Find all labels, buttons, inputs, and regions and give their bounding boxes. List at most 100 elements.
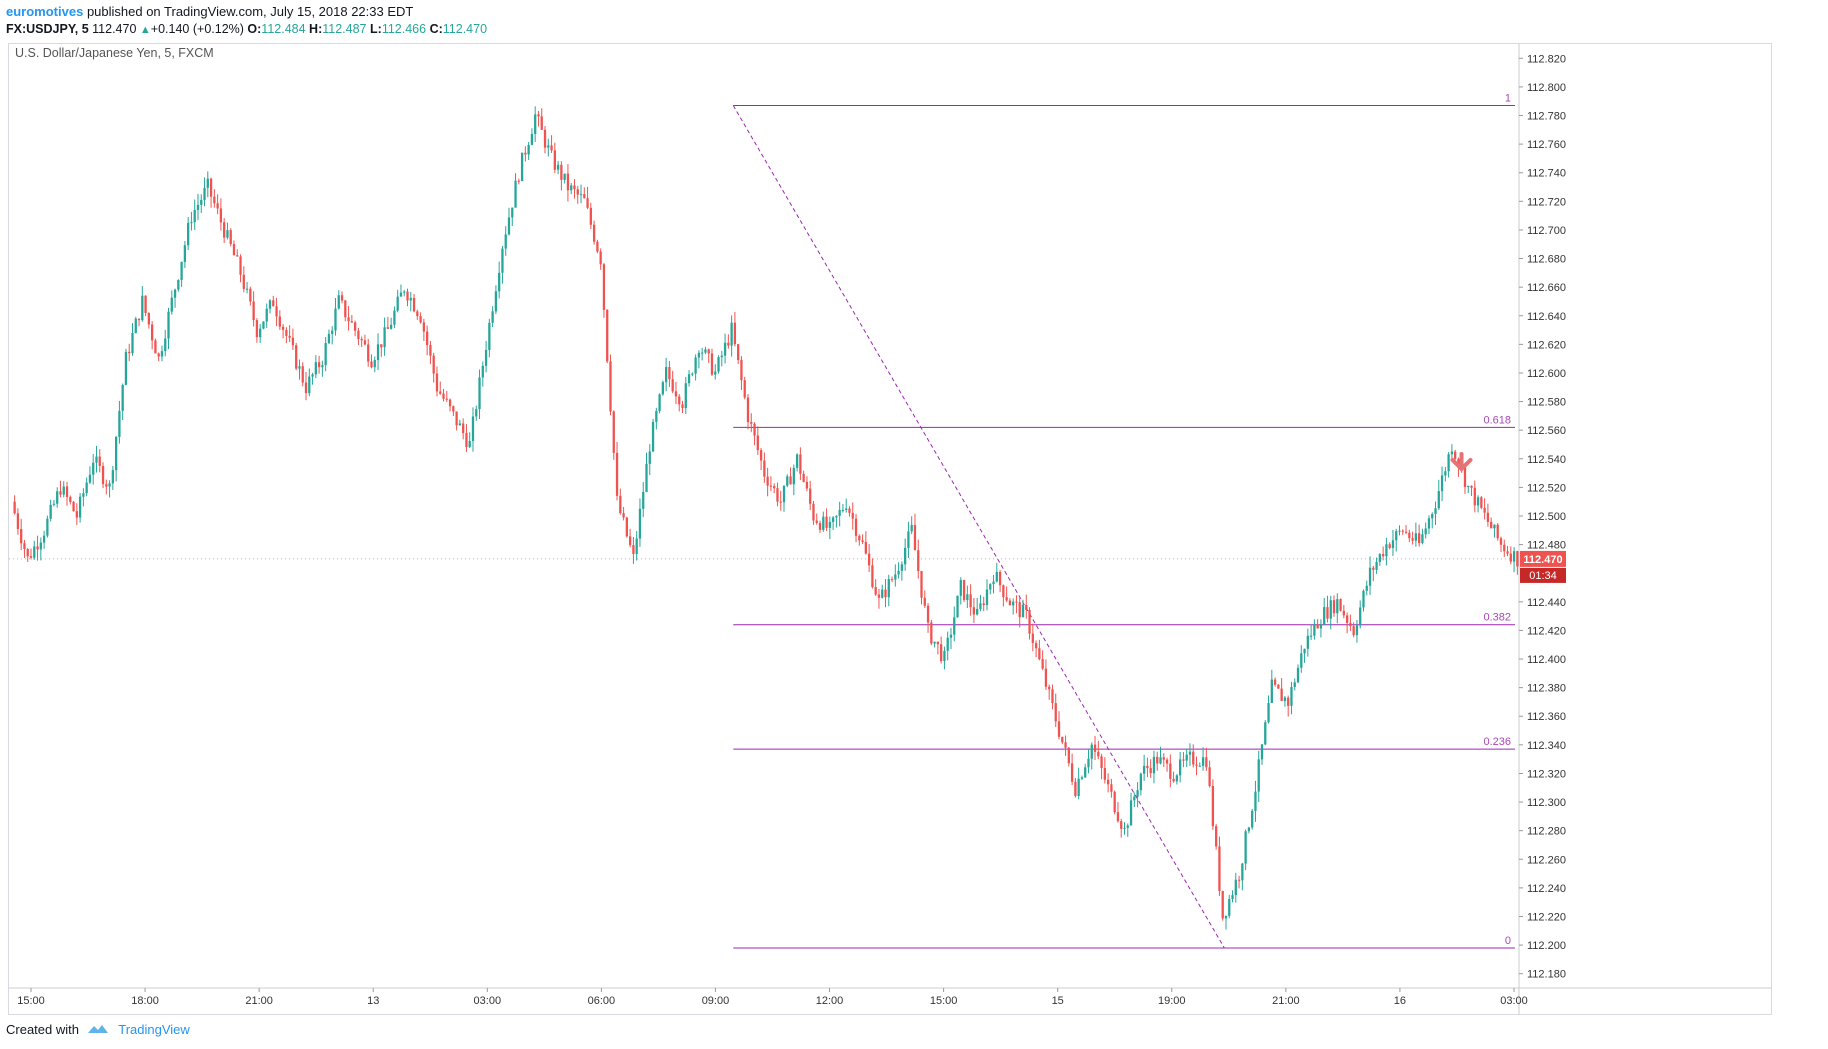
open-value: 112.484 xyxy=(261,22,306,36)
candle-body xyxy=(1372,567,1375,570)
candle-body xyxy=(350,321,353,323)
candle-body xyxy=(101,465,105,485)
candle-body xyxy=(1277,684,1280,689)
candle-body xyxy=(304,382,308,394)
candle-body xyxy=(144,295,147,313)
author-link[interactable]: euromotives xyxy=(6,4,84,19)
candle-body xyxy=(1247,827,1251,832)
candle-body xyxy=(848,508,851,513)
chart-title: U.S. Dollar/Japanese Yen, 5, FXCM xyxy=(15,46,214,60)
y-tick-label: 112.380 xyxy=(1527,683,1566,695)
countdown-label: 01:34 xyxy=(1529,570,1557,582)
candle-body xyxy=(674,391,678,397)
candle-body xyxy=(1483,507,1486,513)
candle-body xyxy=(714,371,717,375)
candle-body xyxy=(737,344,740,361)
candle-body xyxy=(1398,530,1401,532)
candle-body xyxy=(1031,633,1034,644)
fib-retracement[interactable]: 1 0.618 0.382 0.236 0 xyxy=(732,93,1515,949)
candle-body xyxy=(363,340,367,345)
candle-body xyxy=(157,353,160,357)
candle-body xyxy=(1404,531,1408,533)
candle-body xyxy=(1503,544,1506,552)
candle-body xyxy=(442,393,445,399)
candle-body xyxy=(1408,532,1411,539)
candles xyxy=(13,106,1519,930)
candle-body xyxy=(1231,895,1234,900)
candle-body xyxy=(1139,773,1143,791)
candle-body xyxy=(750,422,753,424)
candle-body xyxy=(206,178,209,188)
candle-body xyxy=(959,580,962,596)
candle-body xyxy=(432,355,435,374)
candle-body xyxy=(229,230,232,245)
chart-frame[interactable]: 1 0.618 0.382 0.236 0 112.820 112.800 112.780 1… xyxy=(8,43,1772,1015)
x-tick-label: 18:00 xyxy=(131,995,159,1007)
y-tick-label: 112.620 xyxy=(1527,339,1566,351)
candle-body xyxy=(422,322,426,332)
candle-body xyxy=(1057,721,1061,737)
candle-body xyxy=(1251,810,1254,828)
candle-body xyxy=(455,411,458,426)
candle-body xyxy=(992,581,995,585)
candle-body xyxy=(288,335,291,338)
candle-body xyxy=(707,349,710,354)
candle-body xyxy=(926,605,930,623)
candle-body xyxy=(1090,744,1093,759)
candle-body xyxy=(223,222,226,238)
candle-body xyxy=(134,318,137,334)
candle-body xyxy=(1008,600,1012,606)
candle-body xyxy=(1313,624,1316,636)
candle-body xyxy=(825,516,828,528)
candle-body xyxy=(1506,551,1509,554)
y-tick-label: 112.680 xyxy=(1527,254,1566,266)
candle-body xyxy=(668,367,671,380)
candle-body xyxy=(917,550,920,572)
candle-body xyxy=(147,312,151,325)
candle-body xyxy=(75,511,78,518)
candle-body xyxy=(1005,597,1008,601)
candle-body xyxy=(1110,784,1113,792)
candle-body xyxy=(1048,686,1051,690)
candle-body xyxy=(1142,765,1146,774)
candle-body xyxy=(838,510,841,516)
fib-level-label: 0.382 xyxy=(1483,612,1511,624)
candle-body xyxy=(782,485,786,503)
candle-body xyxy=(534,114,537,134)
open-label: O: xyxy=(247,22,262,36)
candle-body xyxy=(1447,454,1450,472)
fib-level-label: 0.618 xyxy=(1483,414,1511,426)
candle-body xyxy=(1133,796,1136,801)
high-label: H: xyxy=(309,22,323,36)
candle-body xyxy=(890,579,894,581)
candle-body xyxy=(1362,590,1365,608)
candle-body xyxy=(1463,466,1467,487)
candle-body xyxy=(579,194,583,196)
countdown-badge xyxy=(1520,567,1566,583)
current-price-label: 112.470 xyxy=(1523,554,1562,566)
candle-body xyxy=(985,589,989,606)
candle-body xyxy=(648,451,651,464)
x-tick-label: 15:00 xyxy=(17,995,45,1007)
tradingview-logo-icon[interactable] xyxy=(87,1023,109,1038)
candle-body xyxy=(576,189,579,195)
candle-body xyxy=(317,362,321,368)
candle-body xyxy=(252,301,255,321)
y-tick-label: 112.780 xyxy=(1527,111,1566,123)
candle-body xyxy=(1323,607,1326,625)
candle-body xyxy=(1359,607,1362,626)
candle-body xyxy=(681,404,684,409)
candle-body xyxy=(1490,521,1493,529)
candle-body xyxy=(1175,775,1179,782)
tradingview-link[interactable]: TradingView xyxy=(118,1022,190,1037)
fib-level-label: 0.236 xyxy=(1483,736,1511,748)
candle-body xyxy=(209,178,213,197)
y-tick-label: 112.600 xyxy=(1527,368,1566,380)
candle-body xyxy=(1381,554,1385,557)
candle-body xyxy=(753,423,756,436)
fib-trend-line[interactable] xyxy=(732,105,1225,949)
candle-body xyxy=(1224,915,1228,919)
y-tick-label: 112.820 xyxy=(1527,53,1566,65)
candle-body xyxy=(111,470,115,484)
